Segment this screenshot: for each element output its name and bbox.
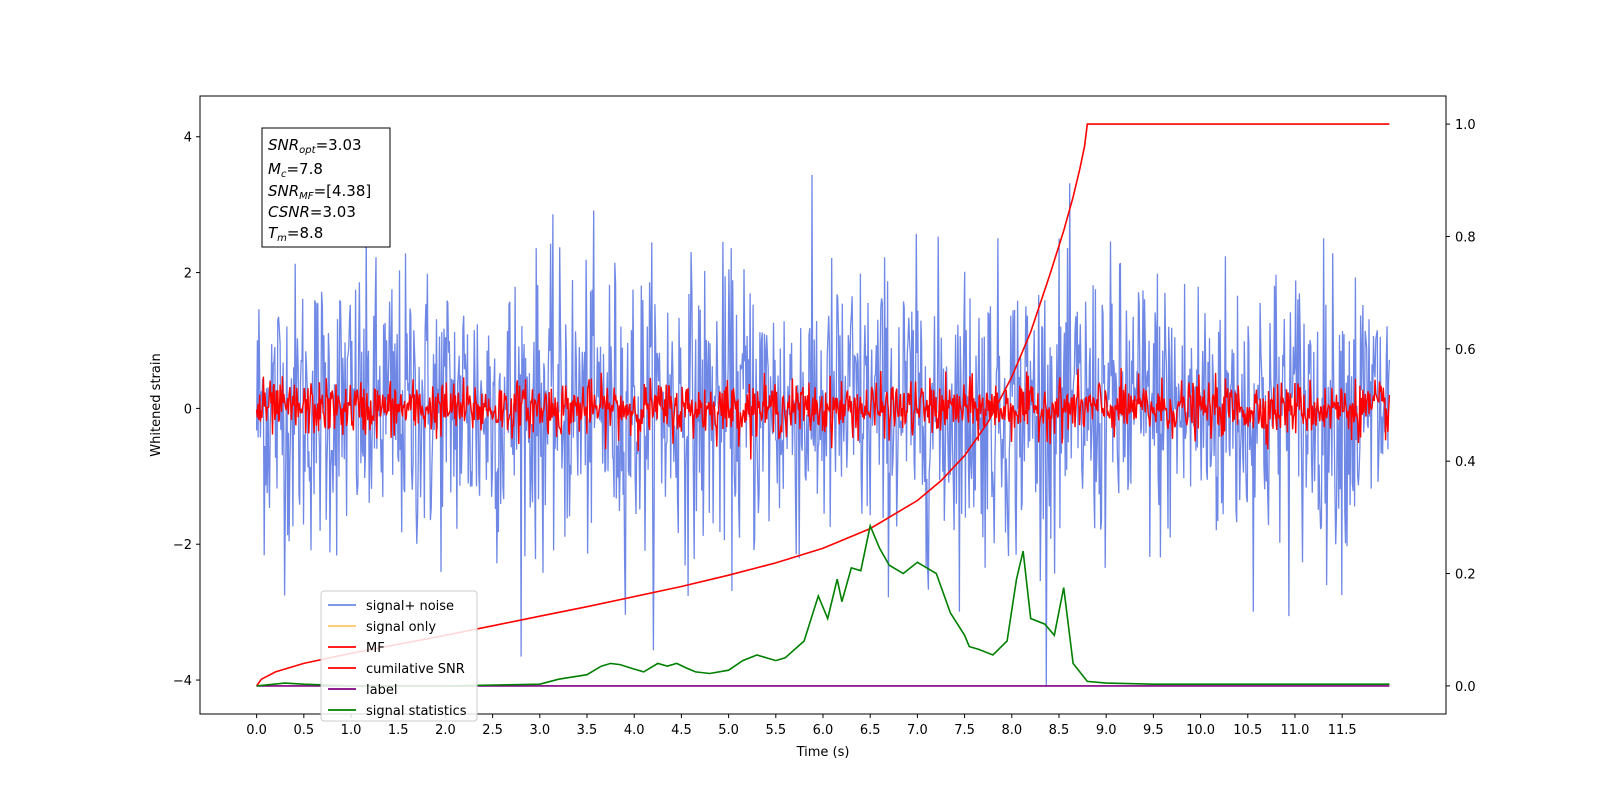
- x-tick-label: 1.5: [388, 723, 409, 738]
- info-box-frame: [261, 127, 391, 248]
- x-tick-label: 9.0: [1096, 723, 1117, 738]
- x-tick-label: 8.5: [1049, 723, 1070, 738]
- legend-frame: [320, 590, 478, 722]
- x-tick-label: 7.5: [954, 723, 975, 738]
- x-tick-label: 3.5: [577, 723, 598, 738]
- x-tick-label: 10.5: [1233, 723, 1262, 738]
- series-mf-line: [255, 368, 1391, 460]
- series-signal-noise-line: [255, 174, 1391, 687]
- y-tick-label: 4: [184, 131, 192, 146]
- info-csnr: CSNR=3.03: [268, 203, 356, 221]
- x-tick-label: 11.5: [1328, 723, 1357, 738]
- x-tick-label: 5.5: [765, 723, 786, 738]
- y-tick-label: 0: [184, 402, 192, 417]
- x-tick-label: 1.0: [341, 723, 362, 738]
- x-tick-label: 6.5: [860, 723, 881, 738]
- x-tick-label: 11.0: [1280, 723, 1309, 738]
- y2-tick-label: 0.0: [1455, 680, 1476, 695]
- x-tick-label: 4.0: [624, 723, 645, 738]
- y2-tick-label: 0.2: [1455, 568, 1476, 583]
- legend-entry-label: signal statistics: [366, 704, 467, 719]
- x-tick-label: 2.5: [482, 723, 503, 738]
- x-tick-label: 4.5: [671, 723, 692, 738]
- x-tick-label: 3.0: [529, 723, 550, 738]
- series-signal-statistics-line: [256, 523, 1390, 687]
- info-box: SNRopt=3.03 Mc=7.8 SNRMF=[4.38] CSNR=3.0…: [261, 127, 391, 248]
- info-snr-opt: SNRopt=3.03: [268, 136, 362, 156]
- x-tick-label: 6.0: [813, 723, 834, 738]
- x-tick-label: 0.5: [293, 723, 314, 738]
- x-tick-label: 10.0: [1186, 723, 1215, 738]
- y-tick-label: 2: [184, 267, 192, 282]
- y-axis-label: Whitened strain: [149, 353, 164, 456]
- x-tick-label: 2.0: [435, 723, 456, 738]
- legend-entry-label: MF: [366, 641, 385, 656]
- y2-tick-label: 0.4: [1455, 455, 1476, 470]
- legend-entry-label: signal+ noise: [366, 599, 454, 614]
- x-tick-label: 8.0: [1001, 723, 1022, 738]
- info-mc: Mc=7.8: [268, 160, 323, 180]
- x-axis-label: Time (s): [796, 745, 850, 760]
- legend-entry-label: cumilative SNR: [366, 662, 465, 677]
- x-tick-label: 0.0: [246, 723, 267, 738]
- y-tick-label: −4: [173, 674, 192, 689]
- x-tick-label: 7.0: [907, 723, 928, 738]
- legend: signal+ noise signal only MF cumilative SNR…: [320, 590, 478, 722]
- axes: 0.0 0.5 1.0 1.5 2.0 2.5 3.0 3.5 4.0 4.5 5.0 5.5 6.0 6…: [173, 118, 1476, 738]
- y-tick-label: −2: [173, 538, 192, 553]
- x-tick-label: 5.0: [718, 723, 739, 738]
- legend-entry-label: signal only: [366, 620, 436, 635]
- info-snr-mf: SNRMF=[4.38]: [268, 182, 371, 202]
- y2-tick-label: 1.0: [1455, 118, 1476, 133]
- legend-entry-label: label: [366, 683, 397, 698]
- info-tm: Tm=8.8: [268, 224, 323, 244]
- x-tick-label: 9.5: [1143, 723, 1164, 738]
- y2-tick-label: 0.8: [1455, 230, 1476, 245]
- y2-tick-label: 0.6: [1455, 343, 1476, 358]
